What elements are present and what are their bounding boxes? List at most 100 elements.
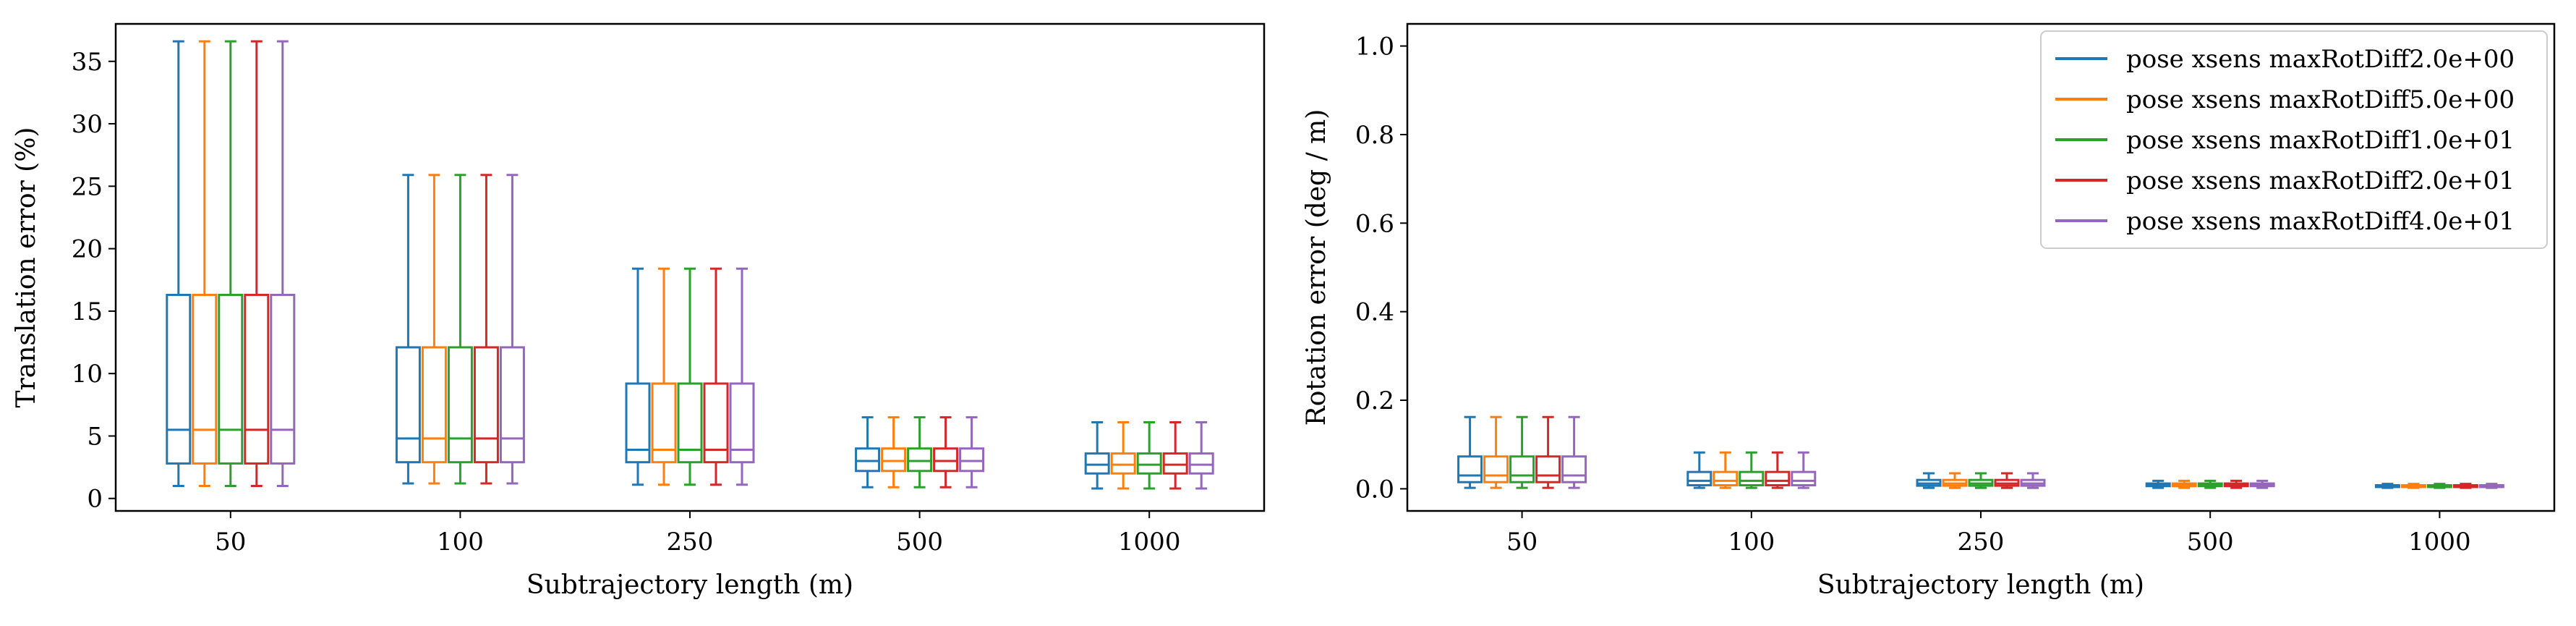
box-plot [1162,420,1188,490]
box-plot [703,267,729,486]
box-plot [2020,472,2046,489]
box-plot [2400,483,2426,489]
y-tick-label: 5 [87,422,103,451]
box [447,346,473,464]
box-plot [1942,472,1968,489]
y-tick-label: 0.8 [1355,121,1394,150]
box [1136,452,1162,475]
box [1765,470,1791,487]
box [729,382,755,464]
box [1791,470,1817,487]
box-plot [651,267,677,486]
box-plot [270,40,296,487]
box [1084,452,1110,475]
box [625,382,651,464]
rotation-error-chart: Subtrajectory length (m) Rotation error … [1302,22,2556,600]
x-tick-label: 50 [215,528,246,557]
y-axis-label: Rotation error (deg / m) [1302,109,1331,426]
box-plot [218,40,244,487]
box-plot [2426,483,2452,489]
x-tick-label: 50 [1506,528,1538,557]
y-tick-label: 0.4 [1355,298,1394,327]
box [1188,452,1214,475]
y-tick-label: 15 [72,297,103,326]
box [1713,470,1739,487]
box-plot [855,416,881,488]
box [1457,455,1483,483]
box-plot [1136,420,1162,490]
box-plot [1483,415,1509,489]
plot-frame [114,22,1266,512]
box [881,447,907,473]
box [244,293,270,465]
box-plot [677,267,703,486]
box-plot [2223,479,2249,489]
box-plot [1686,451,1713,489]
x-tick-label: 500 [2187,528,2234,557]
box-plot [244,40,270,487]
box [473,346,499,464]
y-tick-label: 10 [72,360,103,389]
box-plot [1791,451,1817,489]
box-plot [1457,415,1483,489]
y-tick-label: 20 [72,235,103,264]
box-plot [499,174,525,485]
box-plot [1509,415,1535,489]
x-tick-label: 100 [1728,528,1775,557]
plot-frame [1406,22,2556,512]
box [270,293,296,465]
box [218,293,244,465]
box-plot [473,174,499,485]
box-plot [933,416,959,488]
y-axis-label: Translation error (%) [12,127,41,408]
box [651,382,677,464]
box-plot [1110,420,1136,490]
box [855,447,881,473]
box-plot [421,174,447,485]
box [959,447,985,473]
legend: pose xsens maxRotDiff2.0e+00 pose xsens m… [2040,30,2548,249]
x-axis-label: Subtrajectory length (m) [1817,570,2144,600]
translation-error-chart: Subtrajectory length (m) Translation err… [12,22,1266,600]
box-plot [1188,420,1214,490]
y-tick-label: 0.6 [1355,209,1394,238]
box-plot [1739,451,1765,489]
box-plot [1994,472,2020,489]
box [499,346,525,464]
legend-label: pose xsens maxRotDiff2.0e+01 [2126,166,2515,195]
box-plot [2374,483,2400,489]
y-tick-label: 25 [72,172,103,201]
box [166,293,192,465]
box [1509,455,1535,483]
box [1739,470,1765,487]
box-plot [729,267,755,486]
x-tick-label: 250 [1958,528,2005,557]
box-plot [2452,483,2478,489]
x-tick-label: 1000 [2408,528,2471,557]
box-plot [881,416,907,488]
box [1561,455,1587,483]
box-plot [447,174,473,485]
y-tick-label: 0 [87,485,103,514]
box-plot [2145,479,2171,489]
box [192,293,218,465]
legend-label: pose xsens maxRotDiff2.0e+00 [2126,45,2515,74]
box-plot [395,174,421,485]
box [1162,452,1188,475]
box [933,447,959,473]
box [421,346,447,464]
box [1110,452,1136,475]
x-axis-label: Subtrajectory length (m) [526,570,853,600]
box-plot [2197,479,2223,489]
box-plot [192,40,218,487]
y-tick-label: 30 [72,110,103,139]
box-plot [1084,420,1110,490]
legend-label: pose xsens maxRotDiff1.0e+01 [2126,126,2515,155]
box-plot [1535,415,1561,489]
box-plot [959,416,985,488]
box-plot [2478,483,2504,489]
box [677,382,703,464]
x-tick-label: 250 [667,528,714,557]
